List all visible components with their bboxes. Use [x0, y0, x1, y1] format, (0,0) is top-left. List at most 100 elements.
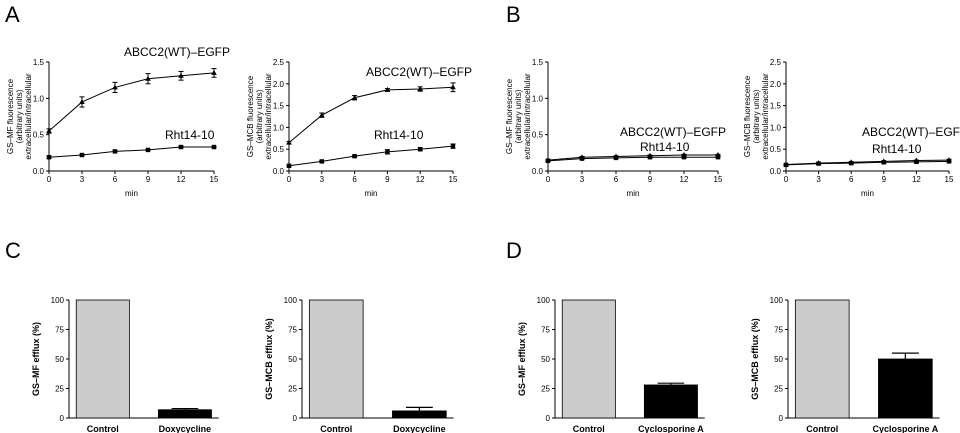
y-tick-label: 0 [546, 414, 551, 423]
x-tick-label: 9 [648, 175, 653, 184]
x-tick-label: 15 [945, 175, 954, 184]
x-tick-label: 9 [146, 175, 151, 184]
category-label: Cyclosporine A [638, 424, 704, 433]
chart-A2: 0.0 0.5 1.0 1.5 2.0 2.5 0 3 6 9 12 15 min GS–MCB fluo… [246, 58, 472, 198]
y-tick-label: 0 [293, 414, 298, 423]
data-point [79, 152, 85, 158]
x-tick-label: 15 [714, 175, 723, 184]
x-tick-label: 6 [352, 175, 357, 184]
y-tick-label: 25 [288, 385, 297, 394]
x-tick-label: 12 [680, 175, 689, 184]
series-label: Rht14-10 [872, 142, 922, 156]
series-label: Rht14-10 [640, 140, 690, 154]
y-axis-label: extracellular/intracellular [264, 73, 273, 160]
x-tick-label: 15 [449, 175, 458, 184]
panel-letter-d: D [506, 238, 522, 263]
x-tick-label: 9 [385, 175, 390, 184]
data-point [385, 149, 390, 155]
y-axis-label: (arbitrary units) [752, 89, 761, 143]
x-tick-label: 12 [177, 175, 186, 184]
data-point [351, 94, 358, 100]
y-tick-label: 0.0 [33, 167, 45, 176]
data-point [647, 154, 653, 160]
data-point [145, 75, 151, 81]
chart-B2: 0.0 0.5 1.0 1.5 2.0 2.5 0 3 6 9 12 15 min GS–MCB fluo… [743, 58, 960, 198]
x-tick-label: 12 [912, 175, 921, 184]
series-line [288, 145, 454, 167]
x-axis-label: min [861, 189, 874, 198]
y-tick-label: 25 [774, 385, 783, 394]
data-point [946, 159, 952, 164]
data-point [286, 163, 292, 168]
bar [794, 299, 850, 419]
y-axis-label: (arbitrary units) [514, 89, 523, 143]
series-line [547, 156, 718, 162]
data-point [816, 161, 821, 166]
y-tick-label: 75 [774, 326, 783, 335]
y-tick-label: 0 [779, 414, 784, 423]
bar [308, 299, 364, 419]
y-tick-label: 75 [288, 326, 297, 335]
x-tick-label: 6 [113, 175, 118, 184]
category-label: Doxycycline [159, 424, 212, 433]
x-tick-label: 6 [849, 175, 854, 184]
y-tick-label: 2.5 [273, 58, 285, 67]
bar [878, 358, 933, 419]
x-tick-label: 3 [320, 175, 325, 184]
series-line [48, 72, 215, 132]
y-axis-label: (arbitrary units) [255, 89, 264, 143]
y-axis-label: GS–MF efflux (%) [517, 322, 527, 396]
chart-C1: 0 25 50 75 100 GS–MF efflux (%) Control Doxycyc… [31, 296, 219, 433]
bar [643, 384, 698, 419]
chart-B1: 0.0 0.5 1.0 1.5 0 3 6 9 12 15 min GS–MF fluorescenc… [505, 58, 726, 198]
charts-layer: 0.0 0.5 1.0 1.5 0 3 6 9 12 15 min GS–MF fluorescenc… [6, 45, 960, 433]
series-label: ABCC2(WT)–EGFP [620, 125, 726, 139]
x-axis-label: min [627, 189, 640, 198]
data-point [450, 84, 456, 90]
data-point [681, 154, 687, 160]
y-tick-label: 0.5 [33, 131, 45, 140]
y-tick-label: 100 [537, 296, 551, 305]
chart-A1: 0.0 0.5 1.0 1.5 0 3 6 9 12 15 min GS–MF fluorescenc… [6, 45, 230, 198]
series-label: ABCC2(WT)–EGFP [862, 125, 960, 139]
y-tick-label: 75 [541, 326, 550, 335]
x-axis-label: min [365, 189, 378, 198]
category-label: Control [573, 424, 605, 433]
y-tick-label: 1.5 [33, 58, 45, 67]
data-point [211, 69, 217, 75]
panel-letter-a: A [5, 2, 20, 27]
y-axis-label: GS–MCB fluorescence [246, 75, 255, 157]
data-point [46, 128, 52, 134]
x-tick-label: 9 [882, 175, 887, 184]
x-tick-label: 3 [80, 175, 85, 184]
data-point [319, 112, 325, 118]
y-tick-label: 25 [55, 385, 64, 394]
series-line [547, 154, 718, 161]
series-label: ABCC2(WT)–EGFP [124, 45, 230, 59]
y-tick-label: 0.5 [532, 131, 544, 140]
y-tick-label: 2.0 [273, 80, 285, 89]
data-point [417, 86, 423, 92]
bar [392, 410, 447, 419]
series-label: Rht14-10 [165, 128, 215, 142]
x-tick-label: 3 [816, 175, 821, 184]
data-point [450, 143, 456, 149]
x-tick-label: 15 [210, 175, 219, 184]
panel-letter-c: C [5, 238, 21, 263]
data-point [112, 84, 118, 90]
data-point [352, 153, 357, 159]
data-point [579, 156, 585, 161]
data-point [914, 159, 919, 165]
data-point [112, 149, 118, 154]
y-tick-label: 1.0 [273, 123, 285, 132]
y-tick-label: 1.0 [770, 123, 782, 132]
series-label: Rht14-10 [374, 128, 424, 142]
data-point [545, 158, 551, 164]
y-tick-label: 0.5 [273, 145, 285, 154]
y-tick-label: 50 [288, 355, 297, 364]
y-tick-label: 25 [541, 385, 550, 394]
series-line [48, 146, 214, 158]
chart-D2: 0 25 50 75 100 GS–MCB efflux (%) Control Cyclos… [750, 296, 940, 433]
y-axis-label: GS–MCB fluorescence [743, 75, 752, 157]
